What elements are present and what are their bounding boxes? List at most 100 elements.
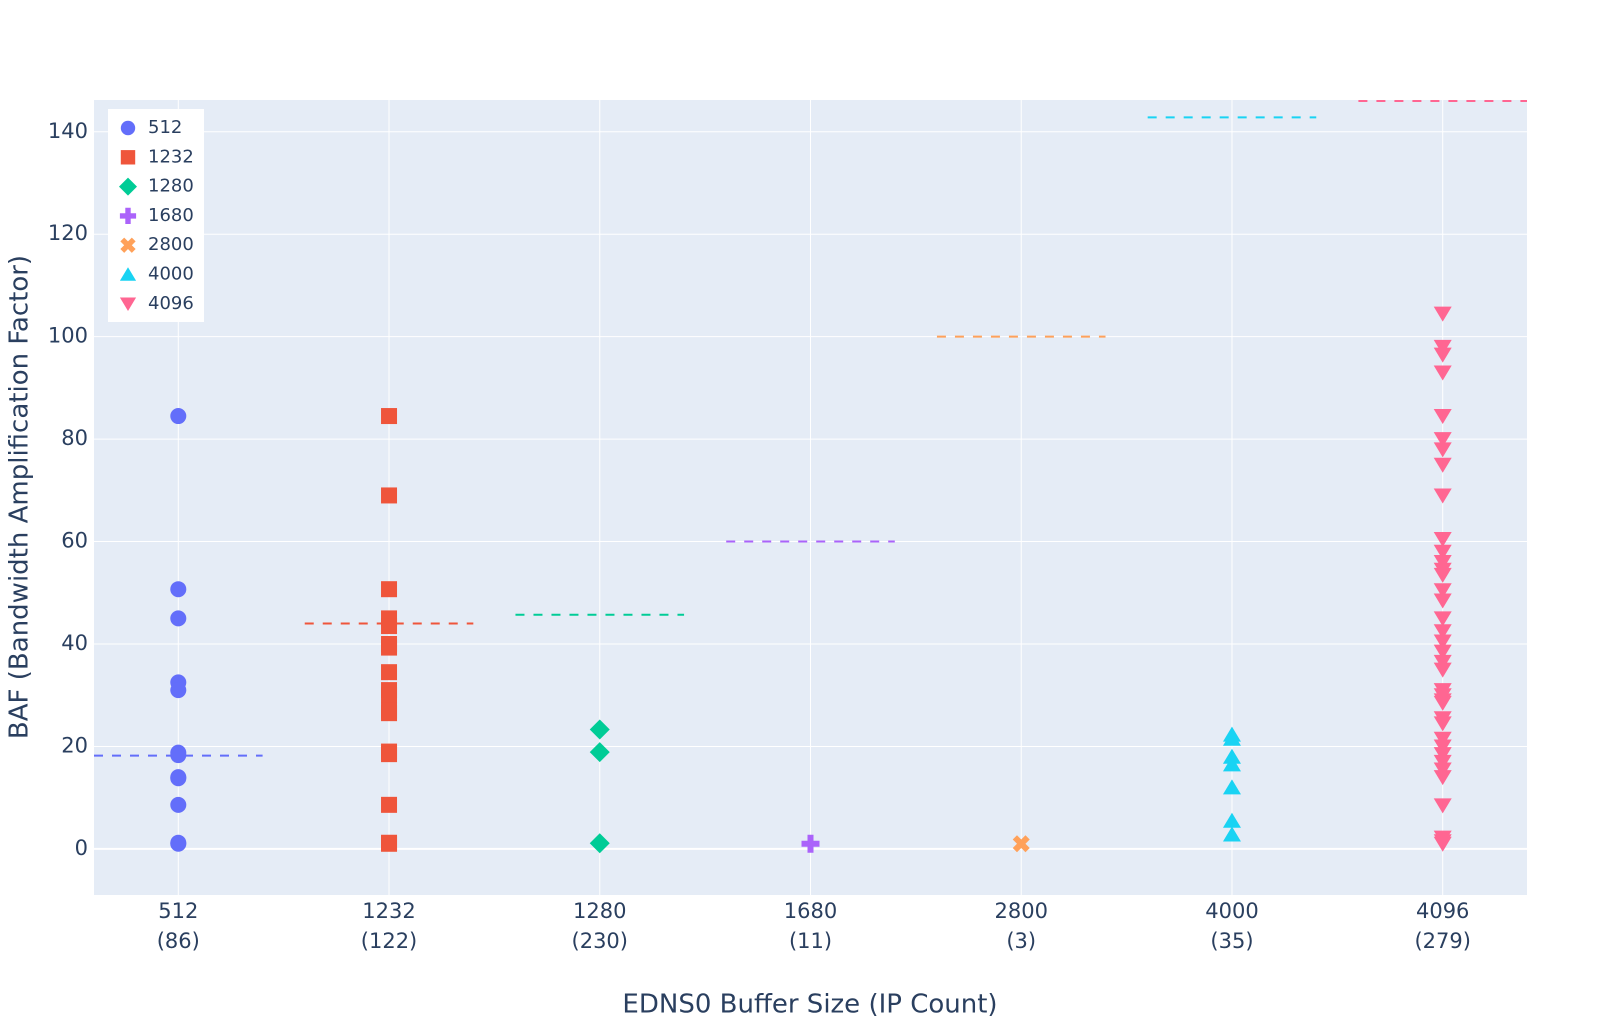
- marker: [381, 796, 398, 813]
- y-tick-label: 20: [61, 733, 88, 757]
- marker: [1433, 695, 1452, 711]
- legend-label: 4000: [148, 264, 194, 285]
- x-tick-label: 4096: [1416, 899, 1469, 923]
- marker: [381, 408, 398, 425]
- x-tick-count: (230): [572, 929, 628, 953]
- marker: [381, 487, 398, 504]
- x-tick-count: (35): [1210, 929, 1253, 953]
- x-tick-label: 2800: [995, 899, 1048, 923]
- marker: [381, 581, 398, 598]
- marker: [1433, 567, 1452, 583]
- x-tick-count: (279): [1414, 929, 1470, 953]
- marker: [170, 835, 187, 852]
- marker: [1433, 770, 1452, 786]
- marker: [589, 742, 610, 763]
- marker: [1433, 716, 1452, 732]
- marker: [1433, 624, 1452, 640]
- marker: [1433, 634, 1452, 650]
- legend-symbol: [120, 120, 136, 136]
- marker: [1433, 432, 1452, 448]
- y-tick-label: 140: [48, 119, 88, 143]
- marker: [1433, 798, 1452, 814]
- legend-label: 512: [148, 117, 182, 138]
- legend-label: 1680: [148, 205, 194, 226]
- marker: [381, 705, 398, 722]
- marker: [1433, 306, 1452, 322]
- legend-symbol: [119, 267, 137, 281]
- legend-symbol: [120, 237, 136, 253]
- y-tick-label: 40: [61, 631, 88, 655]
- marker: [381, 746, 398, 763]
- x-tick-count: (122): [361, 929, 417, 953]
- marker: [170, 747, 187, 764]
- marker: [381, 687, 398, 704]
- y-tick-label: 0: [75, 836, 88, 860]
- marker: [381, 618, 398, 635]
- marker: [381, 664, 398, 681]
- marker: [170, 408, 187, 425]
- x-tick-label: 512: [158, 899, 198, 923]
- legend-symbol: [120, 150, 136, 165]
- marker: [1433, 747, 1452, 763]
- marker: [1433, 339, 1452, 355]
- x-tick-label: 4000: [1205, 899, 1258, 923]
- marker: [1433, 644, 1452, 660]
- legend-symbol: [119, 297, 137, 311]
- legend-symbol: [119, 177, 137, 196]
- x-tick-count: (3): [1006, 929, 1036, 953]
- x-tick-label: 1232: [362, 899, 415, 923]
- marker: [1433, 531, 1452, 547]
- marker: [381, 639, 398, 656]
- marker: [1433, 611, 1452, 627]
- marker: [170, 796, 187, 813]
- marker: [1433, 365, 1452, 381]
- marker: [1433, 762, 1452, 778]
- y-tick-label: 80: [61, 426, 88, 450]
- marker: [589, 833, 610, 854]
- x-tick-label: 1680: [784, 899, 837, 923]
- marker: [170, 610, 187, 627]
- marker: [1222, 756, 1241, 772]
- marker: [1433, 654, 1452, 670]
- x-tick-count: (86): [157, 929, 200, 953]
- x-axis-title: EDNS0 Buffer Size (IP Count): [622, 990, 997, 1020]
- marker: [1433, 754, 1452, 770]
- marker: [1222, 812, 1241, 828]
- marker: [1433, 593, 1452, 609]
- legend-label: 1280: [148, 176, 194, 197]
- marks: [94, 100, 1527, 854]
- legend-label: 2800: [148, 234, 194, 255]
- marker: [1433, 544, 1452, 560]
- marker: [381, 835, 398, 852]
- marker: [1433, 662, 1452, 678]
- y-axis-title: BAF (Bandwidth Amplification Factor): [5, 255, 35, 739]
- marker: [1433, 409, 1452, 425]
- legend-symbol: [119, 207, 137, 224]
- y-tick-label: 60: [61, 529, 88, 553]
- x-tick-count: (11): [789, 929, 832, 953]
- marker: [1222, 730, 1241, 746]
- marker: [1433, 555, 1452, 571]
- marker: [801, 834, 820, 853]
- marker: [1012, 835, 1030, 853]
- y-tick-label: 120: [48, 221, 88, 245]
- x-tick-label: 1280: [573, 899, 626, 923]
- marker: [1433, 442, 1452, 458]
- marker: [1433, 836, 1452, 852]
- marker: [1433, 583, 1452, 599]
- marker: [1433, 731, 1452, 747]
- legend: 512 1232 1280 1680 2800 4000 4096: [108, 109, 204, 322]
- marker: [170, 682, 187, 699]
- legend-label: 4096: [148, 293, 194, 314]
- marker: [1222, 826, 1241, 842]
- marker: [170, 770, 187, 787]
- marker: [1222, 779, 1241, 795]
- marker: [589, 719, 610, 740]
- marker: [1433, 739, 1452, 755]
- marker: [1433, 488, 1452, 504]
- legend-label: 1232: [148, 146, 194, 167]
- y-tick-label: 100: [48, 324, 88, 348]
- marker: [170, 581, 187, 598]
- marker: [1433, 457, 1452, 473]
